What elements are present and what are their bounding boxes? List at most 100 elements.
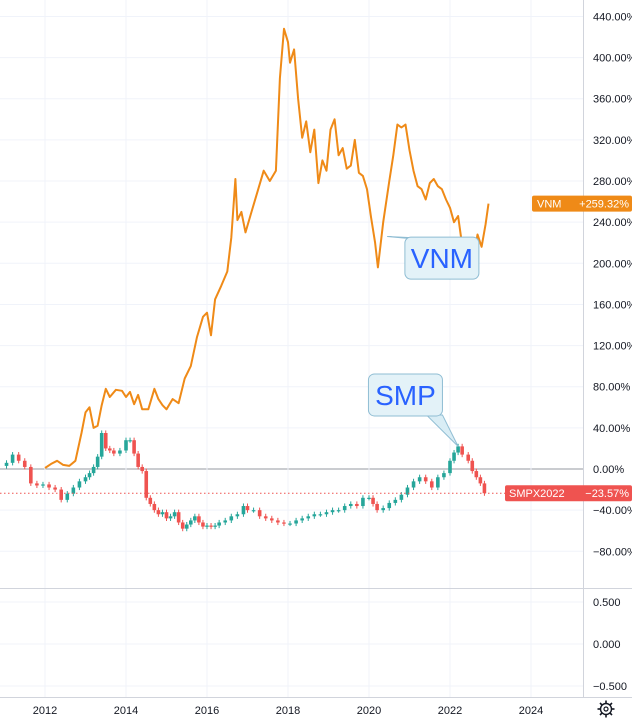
smp-candle xyxy=(270,518,274,521)
y-tick-label-lower: 0.000 xyxy=(593,639,621,651)
smp-candle xyxy=(460,446,464,455)
smp-candle xyxy=(144,471,149,498)
vnm-badge: VNM +259.32% xyxy=(532,195,632,212)
smp-candle xyxy=(118,450,122,454)
y-tick-label-lower: 0.500 xyxy=(593,597,621,609)
smp-candle xyxy=(180,522,185,529)
settings-gear-icon[interactable] xyxy=(597,700,615,718)
smp-candle xyxy=(387,502,392,509)
smp-candle xyxy=(53,487,57,490)
smp-candle xyxy=(300,518,304,521)
smp-candle xyxy=(41,484,45,486)
smp-candle xyxy=(112,450,116,454)
smp-candle xyxy=(99,433,104,457)
price-badges: VNM +259.32% SMPX2022 −23.57% xyxy=(505,195,632,502)
smp-candle xyxy=(436,477,440,488)
y-tick-label: 200.00% xyxy=(593,258,632,270)
smp-candle xyxy=(312,514,317,517)
smp-candle xyxy=(65,493,70,500)
y-tick-label: −40.00% xyxy=(593,505,632,517)
smp-candle xyxy=(205,525,209,527)
smp-candle xyxy=(318,514,323,516)
smp-candle xyxy=(29,466,33,484)
smp-candle xyxy=(87,473,92,478)
smp-candle xyxy=(375,503,379,511)
smp-candle xyxy=(355,503,359,507)
smp-candle xyxy=(474,471,479,478)
x-tick-label: 2018 xyxy=(276,705,300,717)
smp-candle xyxy=(213,525,217,527)
smp-candle xyxy=(470,460,475,472)
smp-candle xyxy=(22,460,27,467)
vnm-line xyxy=(44,27,490,469)
smp-candle xyxy=(411,481,416,488)
y-tick-label: 440.00% xyxy=(593,11,632,23)
y-tick-label: 360.00% xyxy=(593,94,632,106)
smp-candle xyxy=(393,499,398,503)
smp-candle xyxy=(152,503,157,511)
smp-candle xyxy=(235,514,240,517)
smp-candle xyxy=(176,512,181,523)
smp-candle xyxy=(482,483,487,494)
smp-candle xyxy=(132,440,136,454)
smp-candle xyxy=(95,456,100,467)
smp-candle xyxy=(478,477,483,484)
smp-candle xyxy=(288,523,292,525)
smp-candle xyxy=(16,454,21,461)
x-tick-label: 2014 xyxy=(114,705,138,717)
callout-box xyxy=(404,236,480,280)
smp-candle xyxy=(83,477,88,482)
smp-candle xyxy=(294,520,298,524)
y-tick-label: 280.00% xyxy=(593,176,632,188)
smp-candle xyxy=(209,525,213,527)
smp-badge-value: −23.57% xyxy=(585,488,629,500)
smp-candle xyxy=(251,510,256,512)
smp-candle xyxy=(77,481,82,488)
y-tick-label: 80.00% xyxy=(593,382,631,394)
smp-candle xyxy=(71,487,76,494)
smp-candle xyxy=(59,489,63,500)
smp-candle xyxy=(423,477,428,482)
vnm-badge-value: +259.32% xyxy=(579,199,629,211)
callout-vnm[interactable]: VNM xyxy=(387,236,480,280)
y-tick-label: 320.00% xyxy=(593,135,632,147)
smp-candle xyxy=(91,466,96,474)
smp-candle xyxy=(184,524,189,529)
callout-smp[interactable]: SMP xyxy=(367,373,459,447)
smp-candle xyxy=(4,462,9,466)
smp-candle xyxy=(172,512,177,517)
smp-candle xyxy=(108,448,112,451)
x-tick-label: 2012 xyxy=(33,705,57,717)
smp-candle xyxy=(124,440,128,451)
smp-candle xyxy=(399,494,404,500)
smp-candle xyxy=(448,460,452,474)
smp-candle xyxy=(282,522,286,524)
callout-label: VNM xyxy=(411,243,473,274)
y-tick-label: 120.00% xyxy=(593,341,632,353)
x-tick-label: 2016 xyxy=(195,705,219,717)
smp-series xyxy=(0,430,583,532)
smp-candle xyxy=(148,497,153,504)
smp-candle xyxy=(229,516,234,521)
y-tick-label: 0.00% xyxy=(593,464,624,476)
smp-candle xyxy=(10,454,15,463)
smp-candle xyxy=(193,516,197,521)
smp-badge-bg xyxy=(505,485,632,502)
smp-candle xyxy=(452,452,456,461)
smp-candle xyxy=(160,512,165,515)
smp-candle xyxy=(103,433,108,449)
smp-candle xyxy=(35,483,39,486)
smp-candle xyxy=(136,453,140,467)
smp-badge: SMPX2022 −23.57% xyxy=(505,485,632,502)
smp-candle xyxy=(330,510,335,513)
smp-candle xyxy=(324,512,329,515)
smp-candle xyxy=(348,503,353,507)
smp-candle xyxy=(381,508,385,511)
y-tick-label-lower: −0.500 xyxy=(593,681,627,693)
smp-candle xyxy=(197,516,201,523)
y-tick-label: 240.00% xyxy=(593,217,632,229)
x-tick-label: 2024 xyxy=(519,705,543,717)
callout-box xyxy=(367,373,443,417)
